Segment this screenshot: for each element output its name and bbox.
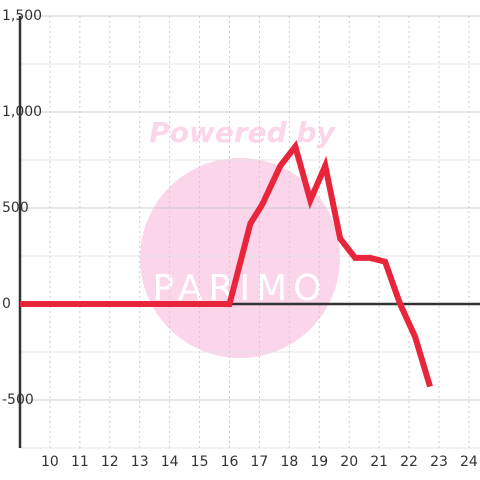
x-tick-label: 14: [161, 454, 179, 470]
x-tick-label: 20: [340, 454, 358, 470]
x-tick-label: 11: [71, 454, 89, 470]
x-tick-label: 23: [430, 454, 448, 470]
x-tick-label: 15: [191, 454, 209, 470]
x-tick-label: 13: [131, 454, 149, 470]
x-tick-label: 16: [221, 454, 239, 470]
x-tick-label: 24: [460, 454, 478, 470]
x-tick-label: 18: [280, 454, 298, 470]
x-tick-label: 12: [101, 454, 119, 470]
y-tick-label: -500: [2, 392, 34, 408]
y-tick-label: 0: [2, 296, 11, 312]
y-tick-label: 1,500: [2, 8, 42, 24]
x-tick-label: 21: [370, 454, 388, 470]
x-tick-label: 17: [251, 454, 269, 470]
y-tick-label: 1,000: [2, 104, 42, 120]
x-tick-label: 19: [310, 454, 328, 470]
x-tick-label: 10: [41, 454, 59, 470]
data-line: [20, 140, 433, 388]
x-tick-label: 22: [400, 454, 418, 470]
y-tick-label: 500: [2, 200, 29, 216]
watermark-text: Powered by: [149, 116, 336, 149]
